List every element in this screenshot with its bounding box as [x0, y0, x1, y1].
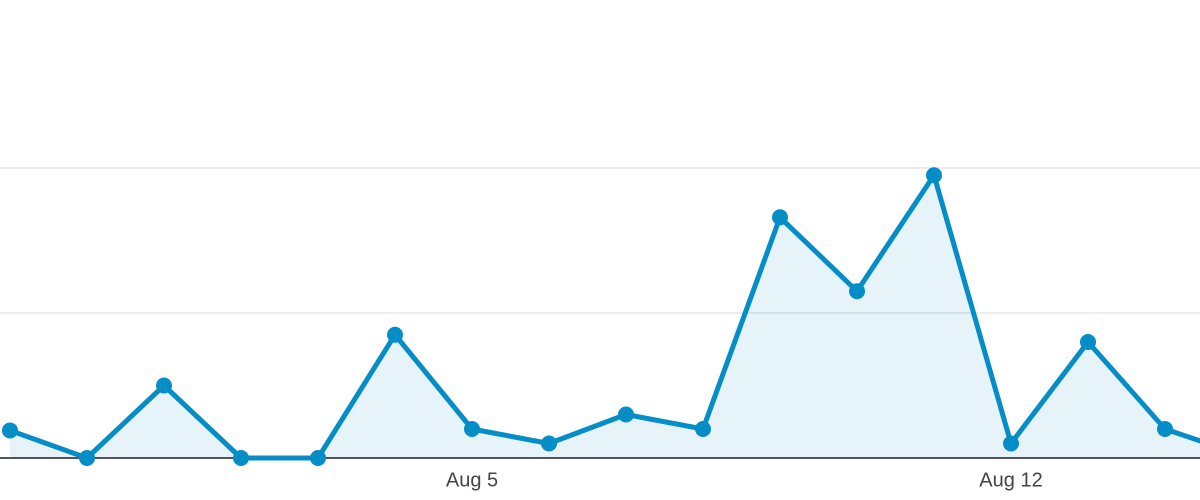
point: [387, 326, 403, 343]
point: [695, 421, 711, 437]
point: [310, 450, 326, 466]
x-tick-label: Aug 5: [446, 469, 498, 491]
point: [1003, 435, 1019, 452]
point: [772, 209, 788, 226]
point: [233, 450, 249, 466]
point: [156, 377, 172, 394]
point: [541, 435, 557, 452]
area: [10, 175, 1200, 458]
point: [849, 283, 865, 300]
point: [1157, 421, 1173, 437]
point: [618, 406, 634, 423]
point: [464, 421, 480, 437]
point: [1080, 334, 1096, 350]
x-tick-label: Aug 12: [979, 469, 1042, 491]
point: [2, 422, 18, 439]
point: [79, 450, 95, 466]
point: [926, 167, 942, 184]
